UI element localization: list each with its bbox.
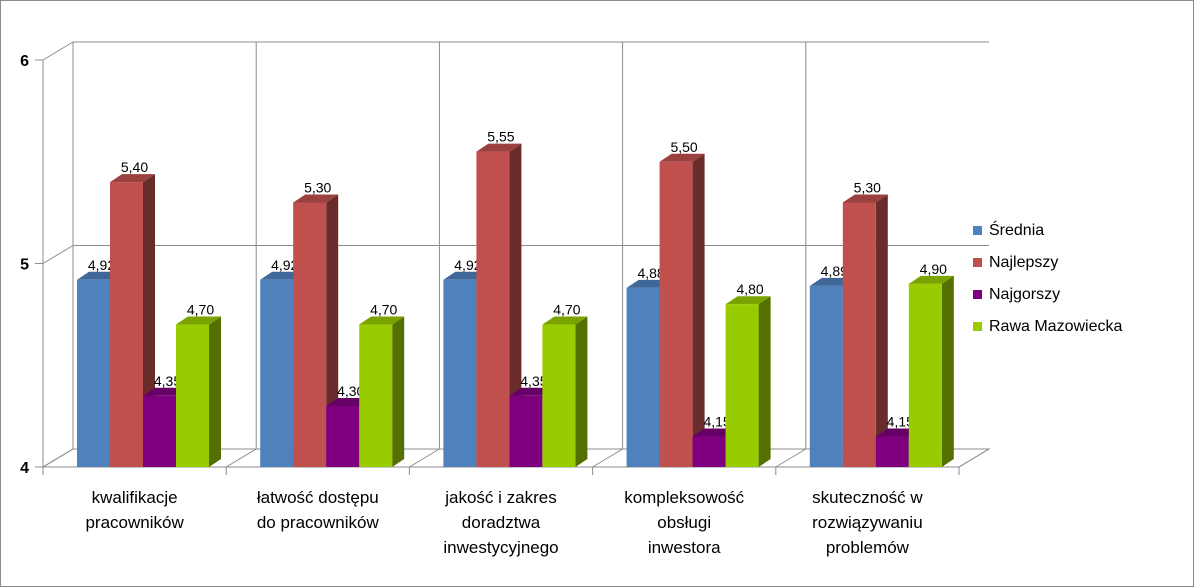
bar [176, 324, 209, 467]
bar [659, 161, 693, 467]
category-label: problemów [826, 538, 910, 557]
bar-top [908, 275, 954, 284]
bar [875, 436, 909, 467]
data-label: 5,30 [304, 179, 331, 195]
bar [326, 405, 360, 467]
data-label: 4,92 [454, 257, 481, 273]
floor-divider [225, 448, 257, 468]
data-label: 4,70 [187, 302, 214, 318]
category-label: pracowników [85, 513, 184, 532]
bar-top [110, 174, 155, 183]
data-label: 4,15 [703, 413, 730, 429]
bar [692, 436, 726, 467]
bar [542, 324, 576, 467]
bar-side [941, 275, 954, 467]
category-label: inwestycyjnego [443, 538, 558, 557]
legend-swatch [973, 322, 982, 331]
data-label: 4,90 [920, 261, 947, 277]
data-label: 4,70 [370, 302, 397, 318]
category-label: kompleksowość [624, 488, 744, 507]
bar [725, 304, 759, 467]
data-label: 4,35 [154, 373, 181, 389]
category-label: obsługi [657, 513, 711, 532]
floor-divider [958, 448, 990, 468]
bar [443, 279, 477, 467]
bar [293, 202, 327, 467]
bar-side [758, 296, 771, 467]
gridline-side [42, 245, 74, 264]
category-label: skuteczność w [812, 488, 923, 507]
bar-top [659, 153, 705, 162]
floor-divider [42, 448, 74, 468]
legend-label: Najgorszy [989, 286, 1060, 303]
bar-side [209, 316, 221, 467]
data-label: 4,35 [520, 373, 547, 389]
data-label: 4,15 [887, 413, 914, 429]
category-label: łatwość dostępu [257, 488, 379, 507]
bar-top [176, 316, 221, 325]
data-label: 5,30 [854, 179, 881, 195]
bar-top [359, 316, 405, 325]
legend-label: Średnia [989, 220, 1044, 239]
data-label: 5,50 [670, 139, 697, 155]
category-label: doradztwa [462, 513, 541, 532]
bar [110, 182, 143, 467]
data-label: 4,89 [821, 263, 848, 279]
bar-top [725, 296, 771, 305]
data-label: 5,55 [487, 129, 514, 145]
data-label: 4,30 [337, 383, 364, 399]
bar-top [293, 194, 339, 203]
category-label: inwestora [648, 538, 721, 557]
category-label: rozwiązywaniu [812, 513, 923, 532]
legend-swatch [973, 290, 982, 299]
floor-divider [592, 448, 623, 468]
bar-side [392, 316, 405, 467]
bar [809, 285, 843, 467]
bar-side [875, 194, 888, 467]
data-label: 4,88 [637, 265, 664, 281]
bar [509, 395, 543, 467]
bar [842, 202, 876, 467]
data-label: 4,70 [553, 302, 580, 318]
bar-side [509, 143, 522, 467]
bar [476, 151, 510, 467]
bar-side [575, 316, 588, 467]
bar-top [842, 194, 888, 203]
category-label: kwalifikacje [92, 488, 178, 507]
bar-top [542, 316, 588, 325]
category-label: do pracowników [257, 513, 380, 532]
bar-side [326, 194, 339, 467]
gridline-side [42, 41, 74, 61]
y-tick-label: 5 [20, 257, 29, 274]
data-label: 4,80 [736, 281, 763, 297]
y-tick-label: 4 [20, 460, 29, 477]
category-label: jakość i zakres [444, 488, 556, 507]
legend-swatch [973, 258, 982, 267]
bar-side [692, 153, 705, 467]
bar [626, 287, 660, 467]
bar [143, 395, 176, 467]
legend-label: Rawa Mazowiecka [989, 318, 1122, 335]
floor-divider [409, 448, 440, 468]
legend-label: Najlepszy [989, 254, 1058, 271]
bar-top [476, 143, 522, 152]
floor-divider [775, 448, 807, 468]
data-label: 4,92 [271, 257, 298, 273]
bar [260, 279, 294, 467]
bar [908, 283, 942, 467]
bar [77, 279, 110, 467]
bar [359, 324, 393, 467]
data-label: 5,40 [121, 159, 148, 175]
data-label: 4,92 [88, 257, 115, 273]
y-tick-label: 6 [20, 53, 29, 70]
legend-swatch [973, 226, 982, 235]
